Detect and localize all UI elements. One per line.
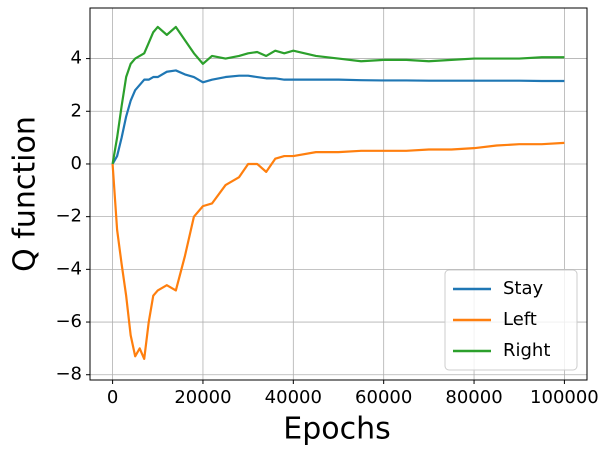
x-tick-label: 0 xyxy=(107,387,118,408)
legend-label: Right xyxy=(503,340,550,361)
legend-label: Stay xyxy=(503,278,544,299)
x-tick-label: 80000 xyxy=(445,387,502,408)
y-axis-label: Q function xyxy=(8,116,43,272)
legend-label: Left xyxy=(503,309,537,330)
y-tick-label: −4 xyxy=(55,258,82,279)
y-tick-label: 4 xyxy=(71,48,82,69)
line-series xyxy=(111,25,565,165)
line-series xyxy=(111,69,565,165)
y-tick-label: −6 xyxy=(55,311,82,332)
y-tick-label: −8 xyxy=(55,364,82,385)
line-series xyxy=(111,141,565,361)
x-tick-label: 60000 xyxy=(355,387,412,408)
y-tick-label: 0 xyxy=(71,153,82,174)
y-tick-label: 2 xyxy=(71,100,82,121)
plot-frame xyxy=(89,7,588,381)
x-axis-label: Epochs xyxy=(283,412,391,447)
x-tick-label: 20000 xyxy=(174,387,231,408)
y-tick-label: −2 xyxy=(55,206,82,227)
x-tick-label: 100000 xyxy=(530,387,599,408)
x-tick-label: 40000 xyxy=(265,387,322,408)
legend-box xyxy=(444,269,578,371)
